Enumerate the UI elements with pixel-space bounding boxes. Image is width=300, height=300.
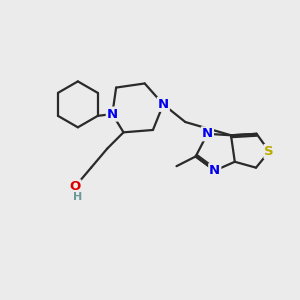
Text: O: O [69,180,80,193]
Text: N: N [209,164,220,177]
Text: S: S [264,145,274,158]
Text: H: H [73,192,83,202]
Text: N: N [158,98,169,111]
Text: N: N [202,127,213,140]
Text: N: N [107,108,118,121]
